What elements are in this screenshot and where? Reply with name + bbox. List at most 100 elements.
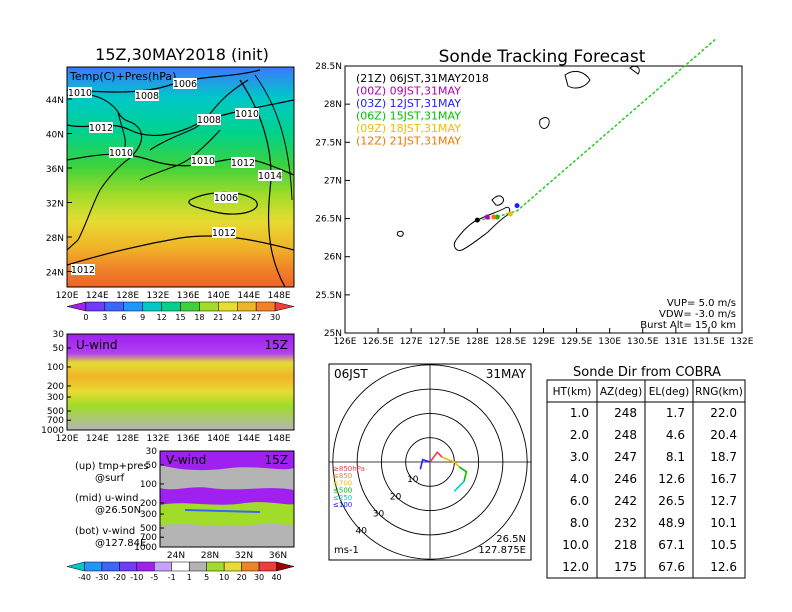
table-cell: 3.0 xyxy=(570,450,589,464)
sonde-point xyxy=(474,217,480,223)
map-lat-label: 44N xyxy=(46,96,64,106)
wind-colorbar-tick-label: -20 xyxy=(113,573,126,582)
colorbar-swatch xyxy=(142,301,162,312)
tracking-lon-label: 127.5E xyxy=(429,337,461,347)
colorbar-swatch xyxy=(180,301,200,312)
hodograph-segment xyxy=(429,451,443,463)
sonde-launch-points xyxy=(474,203,520,223)
tracking-lat-label: 27N xyxy=(324,176,342,186)
pressure-label: 700 xyxy=(140,533,157,543)
note-mid-line2: @26.50N xyxy=(95,505,141,516)
table-header-cell: HT(km) xyxy=(553,386,592,398)
svg-text:1008: 1008 xyxy=(197,115,221,126)
map-lat-label: 36N xyxy=(46,165,64,175)
table-cell: 10.1 xyxy=(710,516,737,530)
wind-colorbar-swatch xyxy=(66,561,85,572)
pressure-label: 100 xyxy=(140,480,157,490)
map-lon-label: 128E xyxy=(116,291,139,301)
isobar-label: 1014 xyxy=(258,170,282,182)
table-cell: 175 xyxy=(614,560,637,574)
u-wind-lon-label: 132E xyxy=(146,434,169,444)
tracking-lon-label: 129.5E xyxy=(561,337,593,347)
wind-colorbar: -40 -30 -20 -10 -5 -1 1 5 10 20 30 40 xyxy=(66,561,295,582)
tracking-lat-label: 28.5N xyxy=(315,62,342,72)
v-wind-time: 15Z xyxy=(265,453,289,467)
wind-colorbar-tick-label: 30 xyxy=(254,573,264,582)
sonde-point xyxy=(507,211,513,217)
map-lat-label: 28N xyxy=(46,234,64,244)
tracking-lat-label: 25N xyxy=(324,329,342,339)
tracking-legend-entry: (09Z) 18JST,31MAY xyxy=(356,122,461,135)
wind-colorbar-tick-label: 40 xyxy=(271,573,281,582)
svg-text:1010: 1010 xyxy=(191,156,215,167)
hodograph-segment xyxy=(453,480,465,492)
tracking-legend: (21Z) 06JST,31MAY2018(00Z) 09JST,31MAY(0… xyxy=(356,72,489,148)
colorbar-swatch xyxy=(274,301,295,312)
table-cell: 67.1 xyxy=(658,538,685,552)
u-wind-longitude-labels: 120E 124E 128E 132E 136E 140E 144E 148E xyxy=(56,434,291,444)
colorbar-tick-label: 15 xyxy=(175,313,185,322)
hodograph-ring-label: 10 xyxy=(407,475,419,485)
isobar-label: 1008 xyxy=(135,90,159,102)
tracking-legend-entry: (03Z) 12JST,31MAY xyxy=(356,97,461,110)
tracking-lon-label: 128.5E xyxy=(495,337,527,347)
wind-colorbar-swatch xyxy=(171,561,190,572)
hodograph-ring-label: 20 xyxy=(390,492,402,502)
wind-colorbar-swatch xyxy=(223,561,242,572)
map-lon-label: 136E xyxy=(177,291,200,301)
hodo-unit: ms-1 xyxy=(334,545,359,556)
hodograph-panel: 06JST 31MAY 10 20 30 40 ≥850hPa≤850≤700≤500… xyxy=(328,363,532,561)
tracking-legend-entry: (06Z) 15JST,31MAY xyxy=(356,110,461,123)
pressure-label: 100 xyxy=(47,363,64,373)
wind-colorbar-tick-label: 5 xyxy=(204,573,209,582)
v-wind-lat-label: 36N xyxy=(269,551,287,561)
tracking-lon-label: 130E xyxy=(598,337,621,347)
table-cell: 12.0 xyxy=(562,560,589,574)
table-body: HT(km) AZ(deg) EL(deg) RNG(km) 1.0 248 1.7 22.0… xyxy=(546,379,746,579)
tracking-lat-label: 27.5N xyxy=(315,138,342,148)
table-cell: 12.6 xyxy=(710,560,737,574)
temperature-field xyxy=(67,67,294,287)
wind-colorbar-swatch xyxy=(241,561,260,572)
tracking-land xyxy=(396,66,640,251)
wind-colorbar-tick-label: 10 xyxy=(219,573,229,582)
u-wind-lon-label: 144E xyxy=(237,434,260,444)
pressure-label: 1000 xyxy=(41,426,64,436)
svg-text:1010: 1010 xyxy=(68,88,92,99)
pressure-label: 500 xyxy=(140,524,157,534)
hodograph-segment xyxy=(458,466,468,482)
wind-colorbar-tick-label: -10 xyxy=(130,573,143,582)
colorbar-swatch xyxy=(255,301,276,312)
isobar-label: 1010 xyxy=(191,155,215,167)
pressure-label: 30 xyxy=(146,447,158,457)
v-wind-lat-label: 24N xyxy=(167,551,185,561)
hodograph-segment xyxy=(419,458,431,470)
wind-colorbar-swatch xyxy=(206,561,225,572)
svg-text:1012: 1012 xyxy=(212,228,236,239)
hodo-date-label: 31MAY xyxy=(486,367,527,381)
hodograph-ring-label: 30 xyxy=(373,510,385,520)
svg-text:1014: 1014 xyxy=(258,171,282,182)
table-cell: 10.5 xyxy=(710,538,737,552)
pressure-label: 500 xyxy=(47,407,64,417)
svg-text:1006: 1006 xyxy=(214,193,238,204)
wind-colorbar-swatch xyxy=(276,561,295,572)
colorbar-swatch xyxy=(123,301,143,312)
colorbar-swatch xyxy=(85,301,106,312)
wind-colorbar-swatch xyxy=(136,561,155,572)
map-lon-label: 132E xyxy=(146,291,169,301)
hodograph-legend-entry: ≤100 xyxy=(333,501,352,509)
svg-text:1010: 1010 xyxy=(109,148,133,159)
table-cell: 1.7 xyxy=(666,406,685,420)
pressure-label: 700 xyxy=(47,416,64,426)
v-wind-lat-label: 28N xyxy=(201,551,219,561)
wind-colorbar-swatch xyxy=(101,561,120,572)
table-cell: 4.6 xyxy=(666,428,685,442)
wind-colorbar-swatch xyxy=(119,561,138,572)
colorbar-tick-label: 18 xyxy=(194,313,204,322)
pressure-label: 300 xyxy=(140,510,157,520)
